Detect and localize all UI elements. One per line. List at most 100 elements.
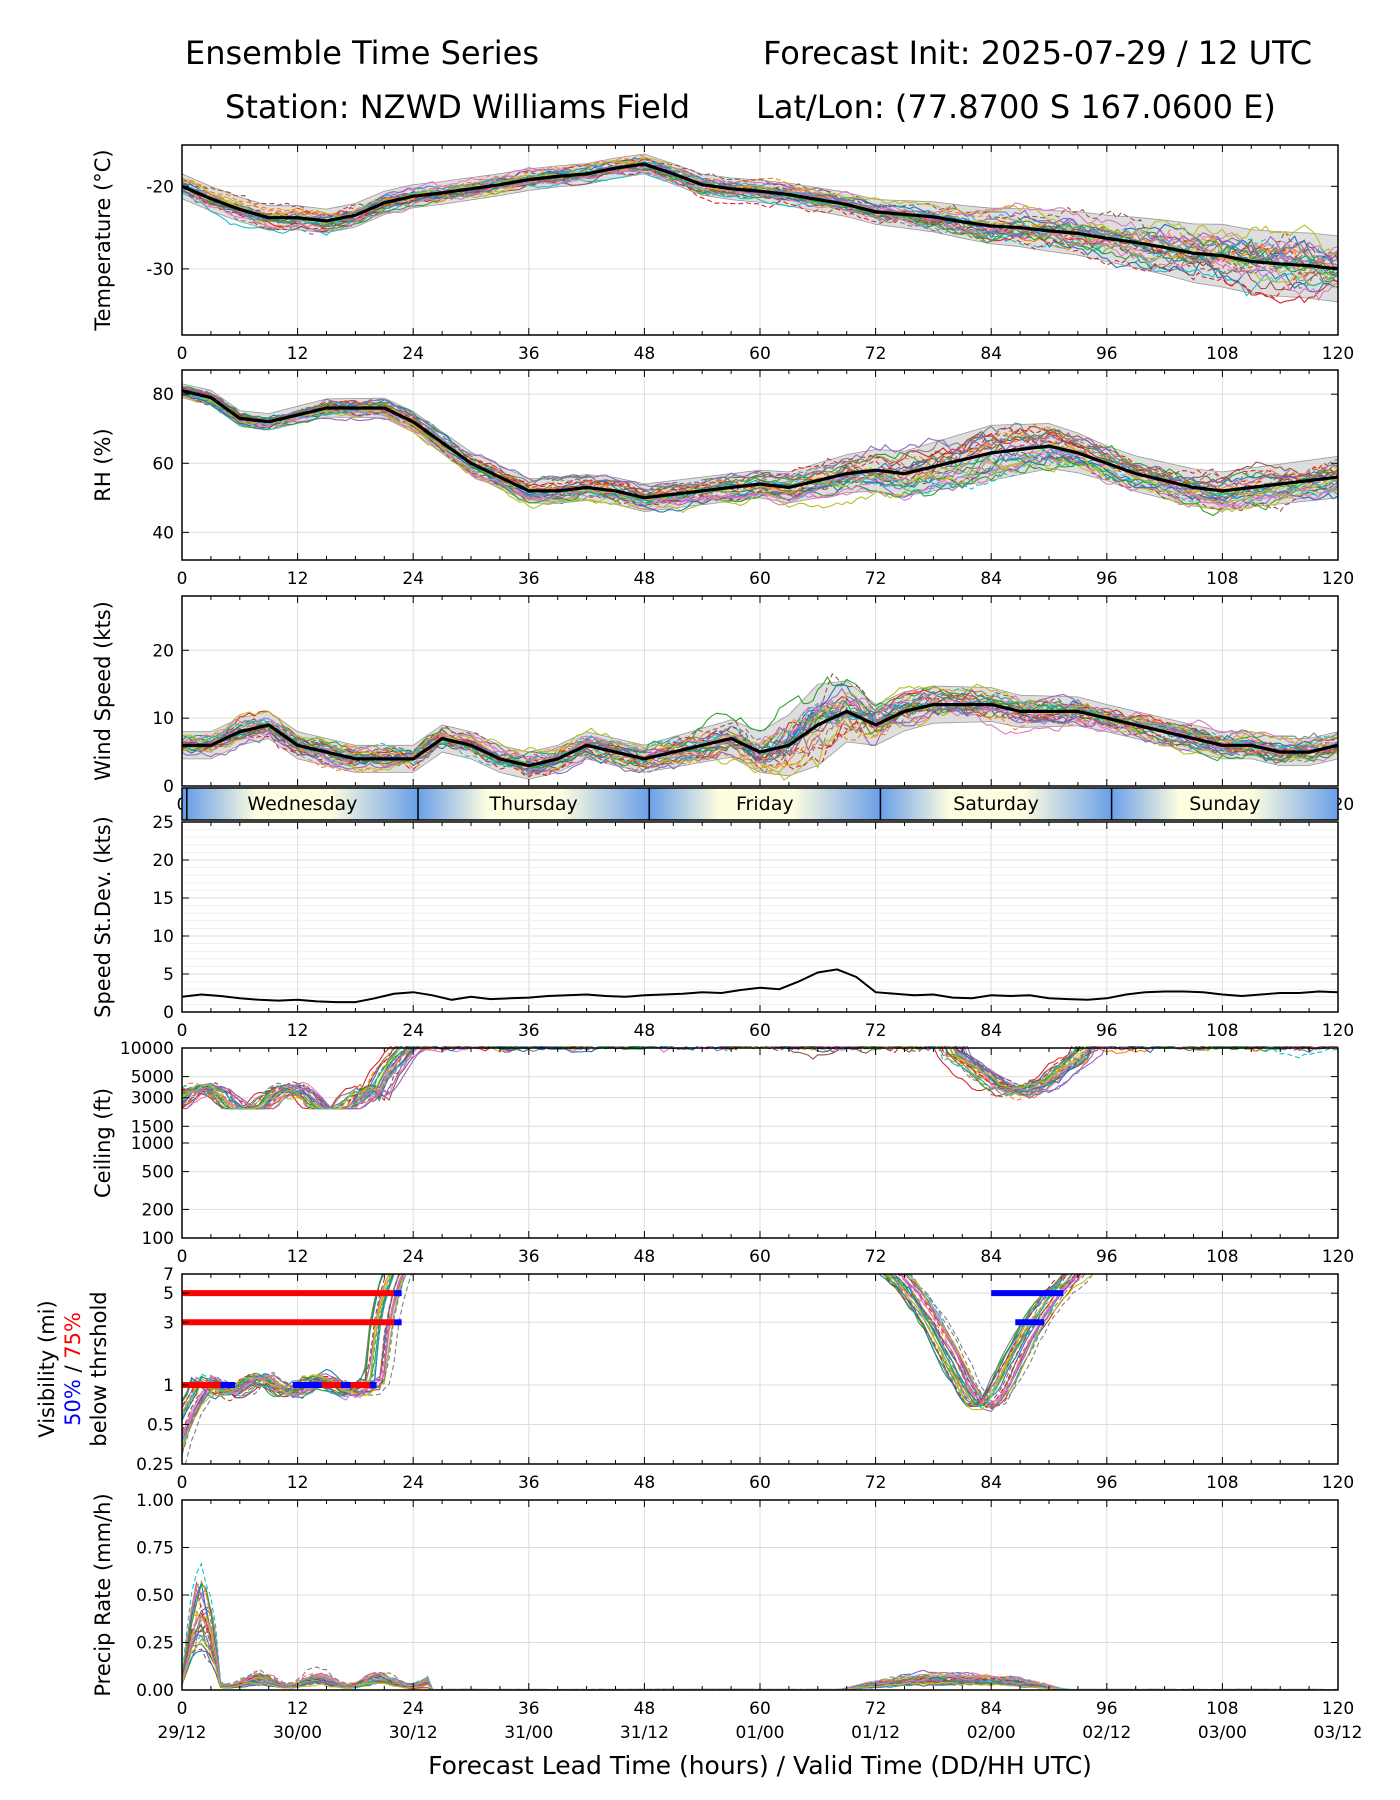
day-band xyxy=(1111,788,1338,820)
ensemble-member-line xyxy=(182,1274,1066,1413)
x-tick-label: 48 xyxy=(634,1699,656,1719)
ensemble-member-line xyxy=(182,386,1338,491)
y-tick-label: 5 xyxy=(163,965,174,985)
x-tick-label: 120 xyxy=(1322,1021,1354,1041)
day-band xyxy=(880,788,1112,820)
ensemble-member-line xyxy=(182,683,1338,759)
ensemble-member-line xyxy=(182,703,1338,781)
x-tick-label: 108 xyxy=(1206,569,1238,589)
y-axis-label: Speed St.Dev. (kts) xyxy=(91,816,115,1018)
y-tick-label: 20 xyxy=(152,641,174,661)
x-tick-label: 12 xyxy=(287,1247,309,1267)
y-tick-label: 200 xyxy=(142,1200,174,1220)
valid-time-label: 02/12 xyxy=(1082,1723,1131,1743)
forecast-init-label: Forecast Init: 2025-07-29 / 12 UTC xyxy=(763,34,1313,72)
x-tick-label: 60 xyxy=(749,344,771,364)
visibility-label-line1: Visibility (mi) xyxy=(35,1300,59,1437)
y-tick-label: 0 xyxy=(163,777,174,797)
ensemble-member-line xyxy=(182,390,1338,497)
x-tick-label: 12 xyxy=(287,569,309,589)
panel-rh: 0 12 24 36 48 60 72 84 96 108 120 40 60 80 RH (%) xyxy=(91,369,1354,589)
ensemble-member-line xyxy=(182,1274,1080,1443)
valid-time-label: 30/12 xyxy=(389,1723,438,1743)
y-tick-label: 3 xyxy=(163,1313,174,1333)
day-strip-frame xyxy=(181,787,1339,821)
day-label: Friday xyxy=(736,793,794,815)
y-axis-label: Precip Rate (mm/h) xyxy=(91,1493,115,1696)
ensemble-member-line xyxy=(182,390,1338,505)
visibility-label-pct: 50% / 75% xyxy=(61,1312,85,1426)
day-label: Thursday xyxy=(488,793,577,815)
x-tick-label: 0 xyxy=(177,1247,188,1267)
ensemble-member-line xyxy=(182,1274,1064,1406)
x-tick-label: 36 xyxy=(518,1473,540,1493)
y-tick-label: 25 xyxy=(152,813,174,833)
ensemble-member-line xyxy=(182,156,1338,256)
ensemble-member-line xyxy=(182,1274,1096,1451)
x-tick-label: 72 xyxy=(865,1247,887,1267)
x-tick-label: 96 xyxy=(1096,1247,1118,1267)
ensemble-member-line xyxy=(182,699,1338,772)
x-tick-label: 120 xyxy=(1322,344,1354,364)
y-tick-label: 100 xyxy=(142,1229,174,1249)
chart-header: Ensemble Time Series Forecast Init: 2025… xyxy=(0,0,1400,140)
y-axis-label: Wind Speed (kts) xyxy=(91,601,115,781)
ensemble-member-line xyxy=(182,389,1338,504)
y-tick-label: 10 xyxy=(152,709,174,729)
x-tick-label: 72 xyxy=(865,569,887,589)
y-tick-label: -20 xyxy=(146,177,174,197)
day-label: Saturday xyxy=(953,793,1039,815)
ensemble-member-line xyxy=(182,157,1338,256)
y-axis-label: Ceiling (ft) xyxy=(91,1088,115,1198)
ensemble-member-line xyxy=(182,1046,1231,1110)
day-band xyxy=(186,788,419,820)
ensemble-member-line xyxy=(182,1274,1080,1440)
y-tick-label: -30 xyxy=(146,260,174,280)
valid-time-label: 01/00 xyxy=(736,1723,785,1743)
valid-time-label: 29/12 xyxy=(158,1723,207,1743)
ensemble-member-line xyxy=(182,1274,1074,1413)
y-tick-label: 1000 xyxy=(131,1134,174,1154)
valid-time-label: 31/00 xyxy=(504,1723,553,1743)
x-tick-label: 12 xyxy=(287,1699,309,1719)
x-tick-label: 84 xyxy=(980,1021,1002,1041)
x-axis-label: Forecast Lead Time (hours) / Valid Time … xyxy=(428,1751,1092,1780)
x-tick-label: 84 xyxy=(980,1247,1002,1267)
spread-band xyxy=(182,680,1338,780)
ensemble-member-line xyxy=(182,1274,1067,1414)
ensemble-member-line xyxy=(182,1046,1285,1110)
x-tick-label: 0 xyxy=(177,1021,188,1041)
ensemble-member-line xyxy=(182,161,1338,270)
ensemble-member-line xyxy=(182,1046,1283,1110)
ensemble-member-line xyxy=(182,162,1338,289)
x-tick-label: 48 xyxy=(634,1473,656,1493)
y-tick-label: 40 xyxy=(152,523,174,543)
x-tick-label: 60 xyxy=(749,1021,771,1041)
panel-temperature: 0 12 24 36 48 60 72 84 96 108 120 -20 -30 Temperature… xyxy=(91,144,1354,364)
ensemble-member-line xyxy=(182,169,1338,300)
x-tick-label: 120 xyxy=(1322,1699,1354,1719)
x-tick-label: 60 xyxy=(749,1699,771,1719)
x-tick-label: 48 xyxy=(634,569,656,589)
y-tick-label: 500 xyxy=(142,1163,174,1183)
day-strip: Wednesday Thursday Friday Saturday Sunday xyxy=(181,787,1339,821)
x-tick-label: 96 xyxy=(1096,1699,1118,1719)
y-tick-label: 5000 xyxy=(131,1068,174,1088)
ensemble-member-line xyxy=(182,1046,1338,1110)
ensemble-member-line xyxy=(182,388,1338,498)
y-axis-label: RH (%) xyxy=(91,428,115,501)
x-tick-label: 72 xyxy=(865,1473,887,1493)
ensemble-member-line xyxy=(182,1046,1311,1110)
valid-time-label: 30/00 xyxy=(273,1723,322,1743)
chart-title: Ensemble Time Series xyxy=(185,34,539,72)
x-tick-label: 108 xyxy=(1206,1247,1238,1267)
y-tick-label: 10 xyxy=(152,927,174,947)
y-tick-label: 20 xyxy=(152,851,174,871)
x-tick-label: 120 xyxy=(1322,1473,1354,1493)
x-tick-label: 96 xyxy=(1096,1473,1118,1493)
x-tick-label: 24 xyxy=(402,569,424,589)
ensemble-member-line xyxy=(182,1046,1268,1110)
x-tick-label: 108 xyxy=(1206,1473,1238,1493)
ensemble-mean-line xyxy=(182,389,1338,500)
